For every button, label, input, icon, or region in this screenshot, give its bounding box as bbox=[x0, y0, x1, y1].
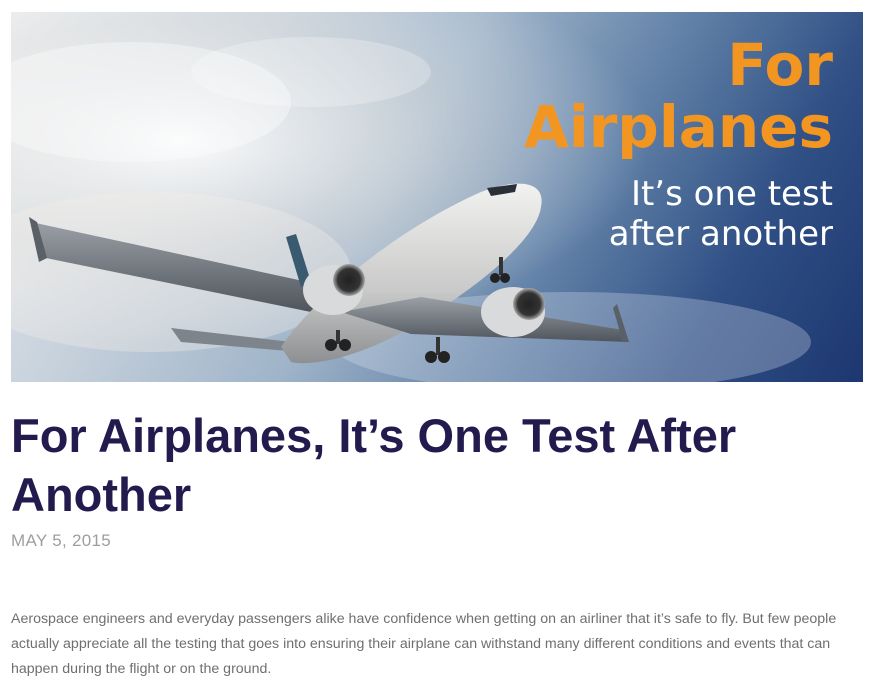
hero-headline: For Airplanes It’s one test after anothe… bbox=[524, 34, 833, 254]
hero-line-airplanes: Airplanes bbox=[523, 93, 833, 161]
hero-line-for: For bbox=[727, 31, 833, 99]
article-date: MAY 5, 2015 bbox=[11, 531, 112, 550]
hero-tagline-line2: after another bbox=[608, 214, 833, 254]
hero-tagline-line1: It’s one test bbox=[630, 174, 833, 214]
airplane-illustration bbox=[11, 12, 863, 382]
article-paragraph: Aerospace engineers and everyday passeng… bbox=[11, 611, 837, 677]
hero-image: For Airplanes It’s one test after anothe… bbox=[11, 12, 863, 382]
article-title: For Airplanes, It’s One Test After Anoth… bbox=[11, 409, 737, 521]
